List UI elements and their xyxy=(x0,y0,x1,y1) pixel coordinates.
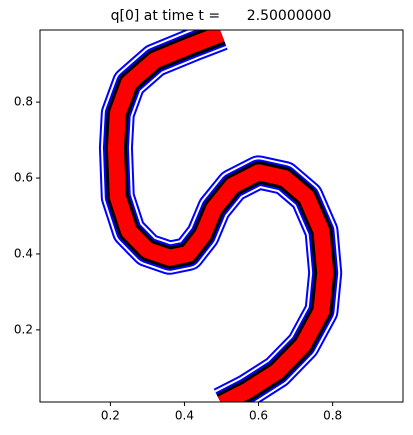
y-tick-label: 0.6 xyxy=(14,171,33,185)
x-tick-label: 0.8 xyxy=(323,409,342,423)
y-tick-label: 0.2 xyxy=(14,322,33,336)
chart-title: q[0] at time t = 2.50000000 xyxy=(111,8,332,24)
y-tick-label: 0.8 xyxy=(14,95,33,109)
solution xyxy=(107,30,334,402)
x-tick-label: 0.4 xyxy=(175,409,194,423)
plot-frame xyxy=(39,29,404,403)
x-tick-label: 0.2 xyxy=(101,409,120,423)
y-tick-label: 0.4 xyxy=(14,246,33,260)
x-tick-label: 0.6 xyxy=(249,409,268,423)
